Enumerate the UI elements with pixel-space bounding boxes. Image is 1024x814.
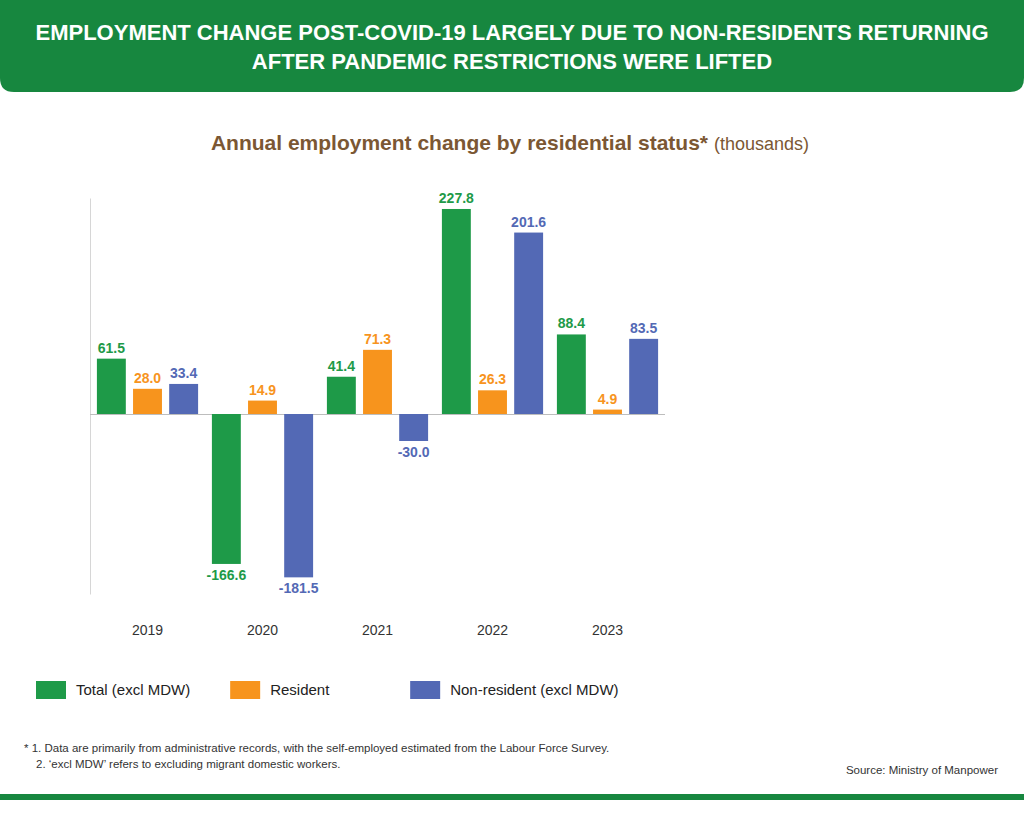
chart-title-group: Annual employment change by residential … — [211, 131, 809, 154]
bar — [514, 233, 543, 414]
bar — [327, 377, 356, 414]
legend: Total (excl MDW) Resident Non-resident (ex… — [36, 681, 619, 699]
data-labels: 61.5 -166.6 41.4 227.8 88.4 28.0 14.9 71.3 26.3 4… — [98, 190, 658, 596]
data-label: 26.3 — [479, 371, 506, 387]
data-label: 71.3 — [364, 331, 391, 347]
footnote: * 1. Data are primarily from administrat… — [24, 742, 609, 754]
x-tick-label: 2023 — [592, 622, 623, 638]
chart-subtitle: (thousands) — [714, 134, 809, 154]
footnotes: * 1. Data are primarily from administrat… — [24, 742, 609, 770]
source: Source: Ministry of Manpower — [846, 764, 998, 776]
legend-label: Total (excl MDW) — [76, 681, 190, 698]
headline-line: AFTER PANDEMIC RESTRICTIONS WERE LIFTED — [252, 49, 772, 74]
bar — [169, 384, 198, 414]
x-tick-label: 2020 — [247, 622, 278, 638]
data-label: -30.0 — [398, 444, 430, 460]
legend-label: Non-resident (excl MDW) — [450, 681, 618, 698]
bar-series — [97, 209, 586, 564]
x-tick-label: 2022 — [477, 622, 508, 638]
x-tick: 2019 — [132, 622, 163, 638]
data-label: 4.9 — [598, 391, 618, 407]
bars — [97, 209, 658, 577]
bar — [248, 401, 277, 414]
data-label: 88.4 — [558, 315, 585, 331]
bar-series — [133, 350, 622, 414]
bar-series — [169, 233, 658, 578]
y-tick — [90, 414, 665, 415]
data-label: -181.5 — [279, 580, 319, 596]
x-tick: 2020 — [247, 622, 278, 638]
bar — [284, 414, 313, 577]
bar — [593, 410, 622, 414]
bar — [212, 414, 241, 564]
bar — [97, 359, 126, 414]
bar — [478, 390, 507, 414]
y-axis-line — [90, 199, 91, 595]
data-label: 33.4 — [170, 365, 197, 381]
legend-swatch — [410, 681, 440, 699]
x-tick: 2022 — [477, 622, 508, 638]
x-tick: 2023 — [592, 622, 623, 638]
data-label: 83.5 — [630, 320, 657, 336]
headline-line: EMPLOYMENT CHANGE POST-COVID-19 LARGELY … — [35, 20, 988, 45]
x-tick-label: 2021 — [362, 622, 393, 638]
footer-rule — [0, 794, 1024, 800]
x-axis: 2019 2020 2021 2022 2023 — [132, 622, 623, 638]
data-label: -166.6 — [207, 567, 247, 583]
data-label: 61.5 — [98, 340, 125, 356]
data-label: 28.0 — [134, 370, 161, 386]
legend-label: Resident — [270, 681, 330, 698]
data-label: 41.4 — [328, 358, 355, 374]
bar — [442, 209, 471, 414]
chart-title: Annual employment change by residential … — [211, 131, 709, 154]
x-tick: 2021 — [362, 622, 393, 638]
bar — [363, 350, 392, 414]
x-tick-label: 2019 — [132, 622, 163, 638]
y-axis — [90, 199, 665, 595]
legend-swatch — [36, 681, 66, 699]
bar — [399, 414, 428, 441]
data-label: 201.6 — [511, 214, 546, 230]
chart-root: EMPLOYMENT CHANGE POST-COVID-19 LARGELY … — [0, 0, 1024, 814]
data-label: 14.9 — [249, 382, 276, 398]
legend-item: Resident — [230, 681, 330, 699]
data-label: 227.8 — [439, 190, 474, 206]
bar — [557, 334, 586, 414]
footnote: 2. ‘excl MDW’ refers to excluding migran… — [36, 758, 340, 770]
legend-swatch — [230, 681, 260, 699]
bar — [133, 389, 162, 414]
headline: EMPLOYMENT CHANGE POST-COVID-19 LARGELY … — [35, 20, 988, 74]
zero-gridline — [90, 414, 665, 415]
header-banner — [0, 0, 1024, 92]
legend-item: Non-resident (excl MDW) — [410, 681, 618, 699]
legend-item: Total (excl MDW) — [36, 681, 190, 699]
bar — [629, 339, 658, 414]
